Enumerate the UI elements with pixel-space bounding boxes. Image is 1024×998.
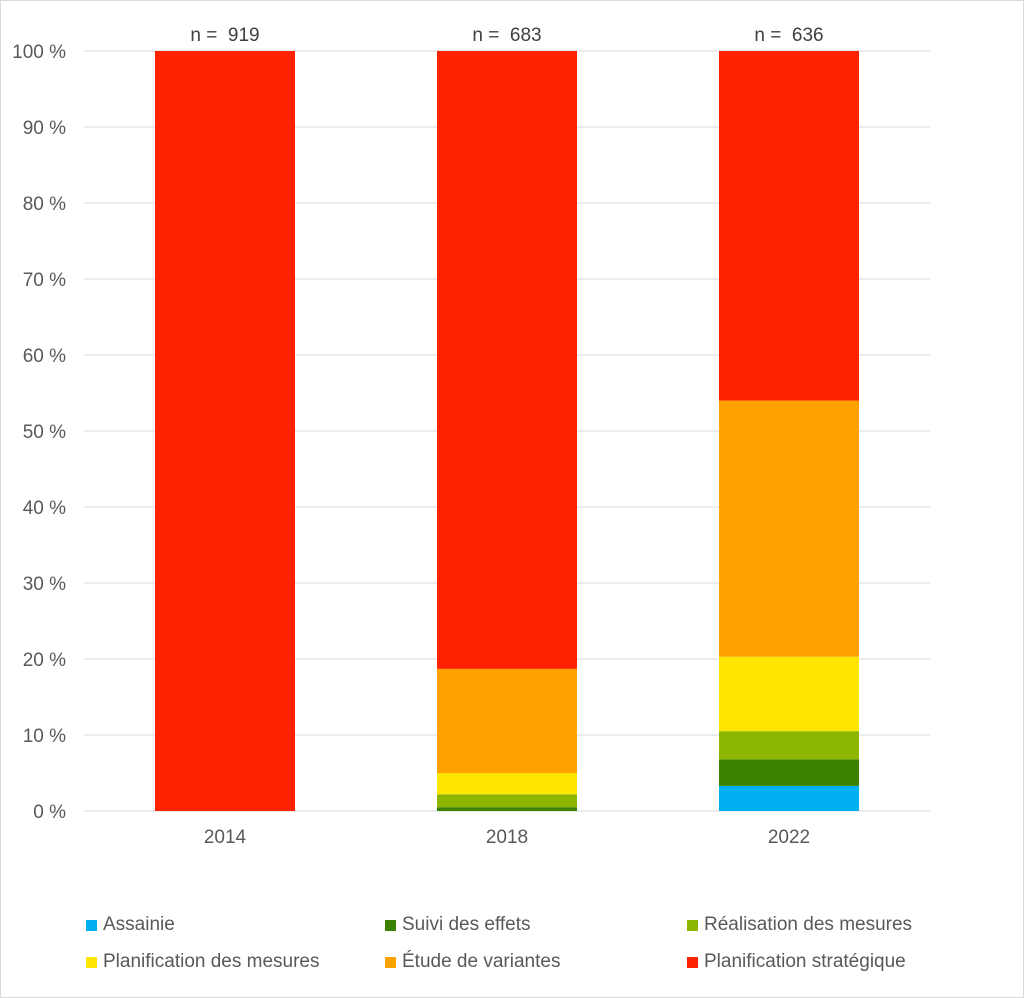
bar-segment-2018-3 <box>437 794 577 808</box>
y-tick-label: 100 % <box>12 42 66 63</box>
bar-segment-2022-6 <box>719 51 859 401</box>
bars <box>155 51 859 811</box>
bar-segment-2022-3 <box>719 731 859 760</box>
y-tick-label: 70 % <box>23 270 66 291</box>
n-annotations: n = 919 n = 683 n = 636 <box>190 25 823 46</box>
x-axis-tick-labels: 2014 2018 2022 <box>204 827 810 848</box>
bar-segment-2022-4 <box>719 656 859 732</box>
y-tick-label: 80 % <box>23 194 66 215</box>
bar-segment-2022-2 <box>719 759 859 786</box>
bar-segment-2022-5 <box>719 400 859 657</box>
y-tick-label: 40 % <box>23 498 66 519</box>
x-tick-label: 2022 <box>768 827 810 848</box>
bar-segment-2022-1 <box>719 785 859 811</box>
y-tick-label: 90 % <box>23 118 66 139</box>
x-tick-label: 2018 <box>486 827 528 848</box>
bar-segment-2014-6 <box>155 51 295 811</box>
x-tick-label: 2014 <box>204 827 247 848</box>
n-annotation: n = 919 <box>190 25 259 46</box>
n-annotation: n = 683 <box>472 25 541 46</box>
y-tick-label: 60 % <box>23 346 66 367</box>
bar-segment-2018-6 <box>437 51 577 669</box>
y-tick-label: 10 % <box>23 726 66 747</box>
bar-segment-2018-5 <box>437 668 577 773</box>
y-axis-tick-labels: 0 % 10 % 20 % 30 % 40 % 50 % 60 % 70 % 80 % 90 % 1… <box>12 42 66 823</box>
y-tick-label: 0 % <box>33 802 66 823</box>
n-annotation: n = 636 <box>754 25 823 46</box>
bar-segment-2018-4 <box>437 773 577 795</box>
bar-segment-2018-2 <box>437 807 577 811</box>
y-tick-label: 20 % <box>23 650 66 671</box>
y-tick-label: 30 % <box>23 574 66 595</box>
y-tick-label: 50 % <box>23 422 66 443</box>
